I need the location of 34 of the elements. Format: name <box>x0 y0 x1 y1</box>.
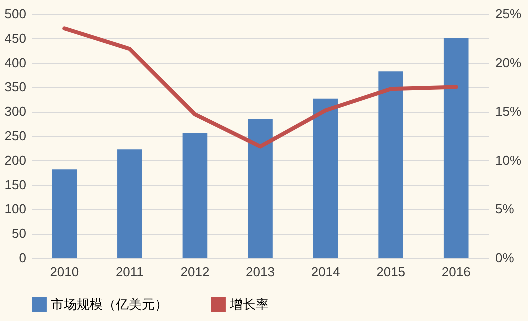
y-tick-label: 250 <box>4 128 26 144</box>
y-tick-label: 400 <box>4 55 26 70</box>
x-tick-label: 2015 <box>376 264 406 280</box>
y-tick-label: 50 <box>12 226 26 242</box>
legend-label: 市场规模（亿美元） <box>51 296 168 312</box>
y-tick-label: 0 <box>19 250 26 266</box>
y-tick-label: 350 <box>4 80 26 95</box>
x-tick-label: 2012 <box>180 264 210 280</box>
y-tick-label: 200 <box>4 152 26 168</box>
y2-tick-label: 15% <box>496 104 522 120</box>
bar <box>313 98 338 258</box>
bar <box>444 38 469 258</box>
bar <box>378 72 404 258</box>
y2-tick-label: 10% <box>496 152 522 168</box>
x-tick-label: 2010 <box>50 264 80 280</box>
y2-tick-label: 20% <box>496 55 522 70</box>
x-tick-label: 2016 <box>442 264 471 280</box>
y-tick-label: 100 <box>4 202 26 217</box>
bar <box>248 119 273 258</box>
y2-tick-label: 0% <box>496 250 515 266</box>
line-series <box>62 26 458 149</box>
y2-tick-label: 25% <box>496 6 522 22</box>
x-tick-label: 2011 <box>116 264 144 280</box>
x-tick-label: 2013 <box>246 264 275 280</box>
y-tick-label: 500 <box>4 6 26 22</box>
x-tick-label: 2014 <box>311 264 340 280</box>
y-tick-label: 450 <box>4 30 26 46</box>
legend-label: 增长率 <box>229 296 269 312</box>
y-tick-label: 150 <box>4 177 26 192</box>
bar <box>52 170 78 258</box>
bar <box>118 150 142 258</box>
y2-tick-label: 5% <box>496 202 515 217</box>
y-tick-label: 300 <box>4 104 26 120</box>
bar <box>182 134 208 258</box>
